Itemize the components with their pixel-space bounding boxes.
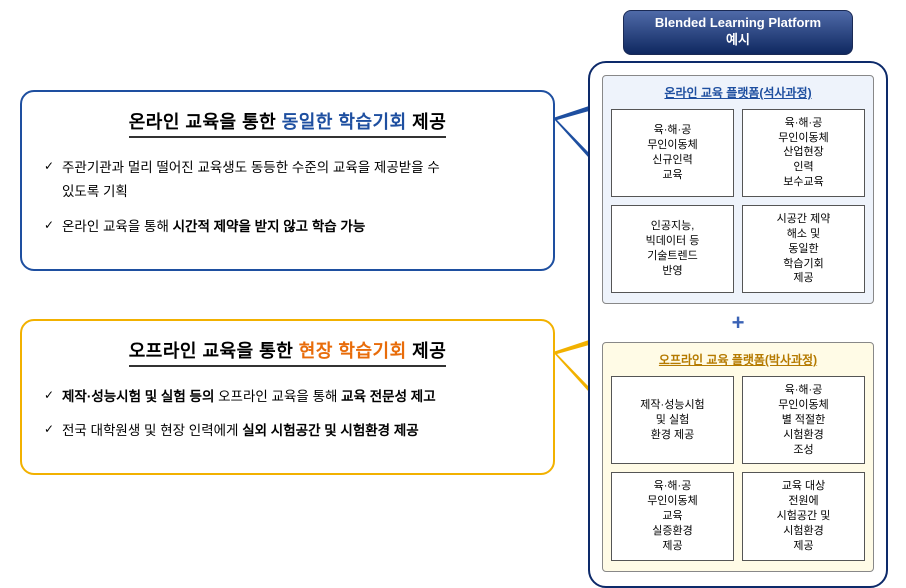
online-section-title: 온라인 교육 플랫폼(석사과정) (611, 84, 865, 101)
off-b1-mid: 오프라인 교육을 통해 (218, 389, 341, 404)
offline-cell-4: 교육 대상 전원에 시험공간 및 시험환경 제공 (742, 472, 865, 560)
off-b2-pre: 전국 대학원생 및 현장 인력에게 (62, 423, 242, 438)
header-line1: Blended Learning Platform (624, 15, 852, 32)
offline-title: 오프라인 교육을 통한 현장 학습기회 제공 (129, 337, 447, 367)
offline-section: 오프라인 교육 플랫폼(박사과정) 제작·성능시험 및 실험 환경 제공 육·해… (602, 342, 874, 571)
offline-title-prefix: 오프라인 교육을 통한 (129, 341, 299, 361)
plus-icon: + (602, 310, 874, 336)
callout-online-inner (557, 111, 589, 153)
off-b2-bold: 실외 시험공간 및 시험환경 제공 (242, 423, 418, 438)
off-b1-bold2: 교육 전문성 제고 (341, 389, 435, 404)
online-b2-pre: 온라인 교육을 통해 (62, 219, 173, 234)
online-grid: 육·해·공 무인이동체 신규인력 교육 육·해·공 무인이동체 산업현장 인력 … (611, 109, 865, 293)
online-title-prefix: 온라인 교육을 통한 (129, 112, 282, 132)
online-bullet-2: 온라인 교육을 통해 시간적 제약을 받지 않고 학습 가능 (44, 215, 531, 239)
header-line2: 예시 (624, 32, 852, 49)
online-cell-4: 시공간 제약 해소 및 동일한 학습기회 제공 (742, 205, 865, 293)
online-section: 온라인 교육 플랫폼(석사과정) 육·해·공 무인이동체 신규인력 교육 육·해… (602, 75, 874, 304)
online-feature-box: 온라인 교육을 통한 동일한 학습기회 제공 주관기관과 멀리 떨어진 교육생도… (20, 90, 555, 271)
right-column: Blended Learning Platform 예시 온라인 교육 플랫폼(… (588, 10, 888, 588)
offline-bullet-1: 제작·성능시험 및 실험 등의 오프라인 교육을 통해 교육 전문성 제고 (44, 385, 531, 409)
platform-outer: 온라인 교육 플랫폼(석사과정) 육·해·공 무인이동체 신규인력 교육 육·해… (588, 61, 888, 588)
offline-cell-1: 제작·성능시험 및 실험 환경 제공 (611, 376, 734, 464)
offline-cell-3: 육·해·공 무인이동체 교육 실증환경 제공 (611, 472, 734, 560)
offline-bullets: 제작·성능시험 및 실험 등의 오프라인 교육을 통해 교육 전문성 제고 전국… (44, 385, 531, 444)
left-column: 온라인 교육을 통한 동일한 학습기회 제공 주관기관과 멀리 떨어진 교육생도… (20, 90, 555, 523)
online-b2-bold: 시간적 제약을 받지 않고 학습 가능 (173, 219, 366, 234)
online-title-suffix: 제공 (407, 112, 447, 132)
online-title-accent: 동일한 학습기회 (282, 112, 407, 132)
online-cell-2: 육·해·공 무인이동체 산업현장 인력 보수교육 (742, 109, 865, 197)
off-b1-bold1: 제작·성능시험 및 실험 등의 (62, 389, 218, 404)
callout-offline-inner (557, 345, 589, 387)
online-title: 온라인 교육을 통한 동일한 학습기회 제공 (129, 108, 447, 138)
offline-cell-2: 육·해·공 무인이동체 별 적절한 시험환경 조성 (742, 376, 865, 464)
offline-feature-box: 오프라인 교육을 통한 현장 학습기회 제공 제작·성능시험 및 실험 등의 오… (20, 319, 555, 476)
offline-title-wrap: 오프라인 교육을 통한 현장 학습기회 제공 (44, 337, 531, 367)
offline-title-suffix: 제공 (407, 341, 447, 361)
online-cell-3: 인공지능, 빅데이터 등 기술트렌드 반영 (611, 205, 734, 293)
offline-bullet-2: 전국 대학원생 및 현장 인력에게 실외 시험공간 및 시험환경 제공 (44, 419, 531, 443)
platform-header: Blended Learning Platform 예시 (623, 10, 853, 55)
online-bullets: 주관기관과 멀리 떨어진 교육생도 동등한 수준의 교육을 제공받을 수 있도록… (44, 156, 531, 239)
offline-grid: 제작·성능시험 및 실험 환경 제공 육·해·공 무인이동체 별 적절한 시험환… (611, 376, 865, 560)
offline-section-title: 오프라인 교육 플랫폼(박사과정) (611, 351, 865, 368)
online-cell-1: 육·해·공 무인이동체 신규인력 교육 (611, 109, 734, 197)
online-title-wrap: 온라인 교육을 통한 동일한 학습기회 제공 (44, 108, 531, 138)
offline-title-accent: 현장 학습기회 (299, 341, 407, 361)
online-bullet-1: 주관기관과 멀리 떨어진 교육생도 동등한 수준의 교육을 제공받을 수 있도록… (44, 156, 531, 205)
